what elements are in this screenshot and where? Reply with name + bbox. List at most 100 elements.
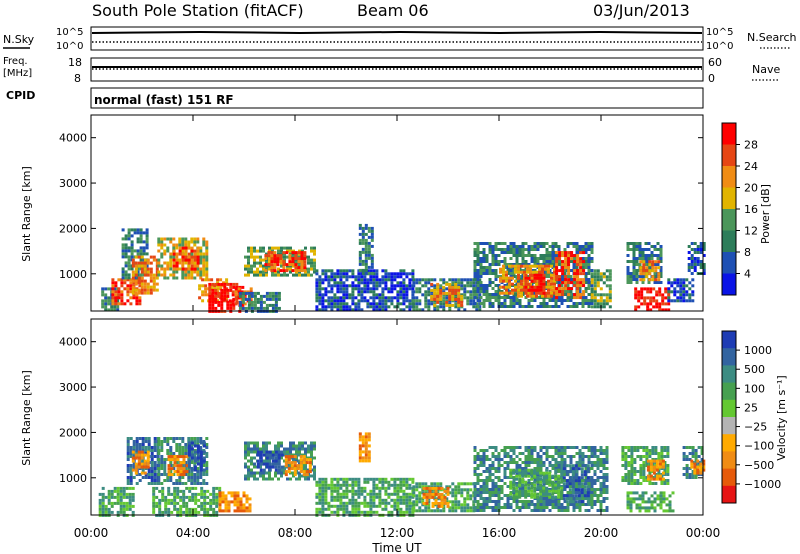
heatmap-cell [140,282,144,286]
heatmap-cell [488,446,492,449]
heatmap-cell [247,258,250,262]
heatmap-cell [515,260,519,263]
heatmap-cell [126,284,130,288]
heatmap-cell [360,501,364,505]
heatmap-cell [538,267,541,271]
heatmap-cell [384,275,388,279]
heatmap-cell [436,485,440,489]
heatmap-cell [203,495,207,499]
heatmap-cell [384,299,388,303]
heatmap-cell [482,509,486,512]
heatmap-cell [236,494,240,498]
heatmap-cell [179,510,183,514]
y-tick-label: 3000 [59,177,87,190]
heatmap-cell [509,506,513,509]
heatmap-cell [527,500,531,503]
heatmap-cell [129,446,133,449]
heatmap-cell [167,455,171,459]
heatmap-cell [494,449,498,452]
heatmap-cell [307,477,310,481]
heatmap-cell [153,461,157,464]
heatmap-cell [436,297,440,301]
heatmap-cell [131,276,135,280]
heatmap-cell [253,249,256,253]
heatmap-cell [274,459,278,463]
heatmap-cell [554,299,558,302]
heatmap-cell [126,479,130,482]
heatmap-cell [405,510,409,514]
heatmap-cell [699,263,703,266]
heatmap-cell [508,285,511,289]
heatmap-cell [321,504,325,508]
heatmap-cell [253,447,256,451]
heatmap-cell [476,278,480,281]
heatmap-cell [366,492,370,496]
heatmap-cell [584,272,588,275]
heatmap-cell [473,455,477,458]
heatmap-cell [273,251,277,255]
heatmap-cell [184,243,188,247]
heatmap-cell [181,452,185,455]
heatmap-cell [418,290,422,294]
heatmap-cell [262,258,265,262]
heatmap-cell [178,443,182,446]
heatmap-cell [494,260,498,263]
heatmap-cell [430,282,434,286]
heatmap-cell [434,498,438,502]
heatmap-cell [167,467,171,471]
heatmap-cell [175,446,179,449]
heatmap-cell [358,438,362,442]
heatmap-cell [202,479,206,482]
heatmap-cell [224,506,228,510]
heatmap-cell [424,296,428,300]
heatmap-cell [310,450,313,454]
heatmap-cell [127,231,131,235]
heatmap-cell [536,245,540,248]
heatmap-cell [536,260,540,263]
heatmap-cell [430,485,434,489]
heatmap-cell [399,302,403,306]
heatmap-cell [581,299,585,302]
heatmap-cell [500,449,504,452]
freq-label-2: [MHz] [3,68,32,79]
heatmap-cell [500,305,504,308]
heatmap-cell [509,455,513,458]
heatmap-cell [313,249,316,253]
heatmap-cell [342,480,346,484]
heatmap-cell [163,261,167,265]
heatmap-cell [131,495,135,499]
heatmap-cell [113,486,117,490]
heatmap-cell [238,306,242,310]
heatmap-cell [333,281,337,285]
heatmap-cell [415,278,419,282]
heatmap-cell [479,449,483,452]
heatmap-cell [190,255,194,259]
heatmap-cell [515,251,519,254]
heatmap-cell [313,441,316,445]
heatmap-cell [190,258,194,262]
heatmap-cell [117,278,121,282]
heatmap-cell [530,485,534,488]
heatmap-cell [354,477,358,481]
heatmap-cell [415,281,419,285]
heatmap-cell [499,270,502,274]
heatmap-cell [137,459,141,463]
heatmap-cell [558,251,562,255]
heatmap-cell [134,453,138,457]
heatmap-cell [348,269,352,273]
heatmap-cell [181,482,185,485]
heatmap-cell [491,461,495,464]
heatmap-cell [348,501,352,505]
heatmap-cell [142,240,146,244]
heatmap-cell [363,510,367,514]
heatmap-cell [366,480,370,484]
heatmap-cell [291,269,295,273]
heatmap-cell [131,450,135,454]
heatmap-cell [521,503,525,506]
heatmap-cell [405,507,409,511]
heatmap-cell [363,290,367,294]
heatmap-cell [250,255,253,259]
heatmap-cell [221,500,225,504]
heatmap-cell [292,273,295,277]
heatmap-cell [548,245,552,248]
